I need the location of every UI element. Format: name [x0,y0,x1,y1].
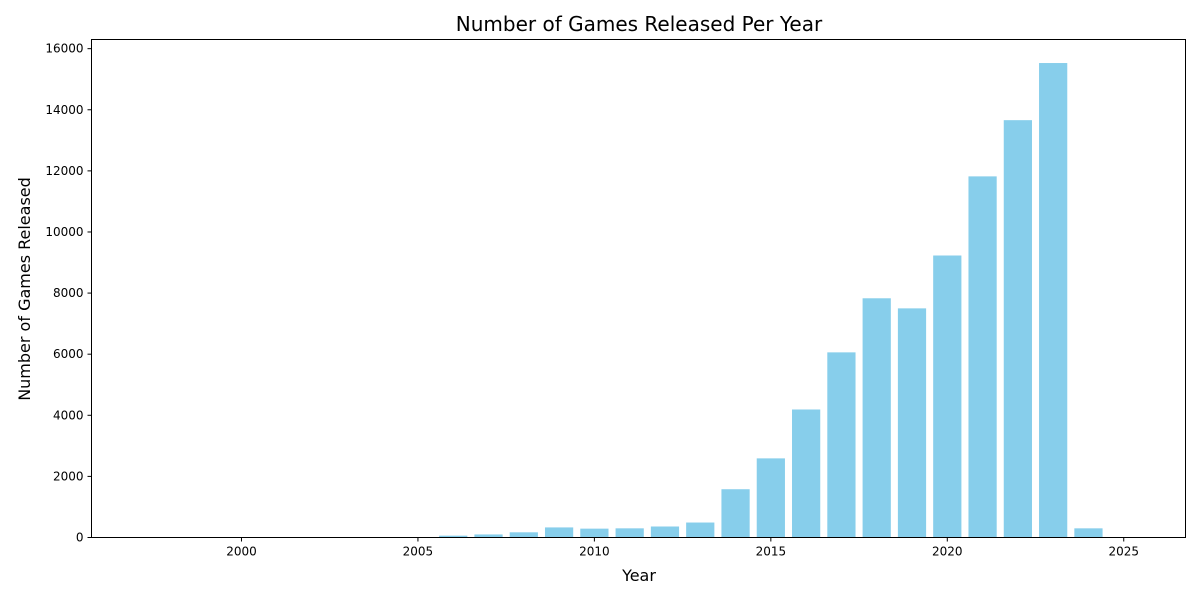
y-tick-label: 6000 [53,347,84,361]
x-tick-label: 2015 [756,545,787,559]
bars-group [121,63,1138,538]
x-tick-label: 2020 [932,545,963,559]
bar-2018 [862,298,891,538]
x-axis-ticks: 2000 2005 2010 2015 2020 2025 [226,537,1139,559]
bar-2015 [756,458,785,538]
bar-2023 [1039,63,1068,538]
plot-frame [91,39,1186,538]
bar-2024 [1074,528,1103,538]
bar-2014 [721,489,750,538]
y-tick-label: 2000 [53,469,84,483]
bar-2013 [686,522,715,538]
bar-2010 [580,528,609,538]
bar-2022 [1003,120,1032,538]
bar-2021 [968,176,997,538]
x-tick-label: 2005 [403,545,434,559]
y-tick-label: 16000 [45,42,83,56]
bar-2007 [474,534,503,538]
bar-2017 [827,352,856,538]
y-axis-ticks: 0 2000 4000 6000 8000 10000 12000 14000 16000 [45,42,92,545]
y-tick-label: 12000 [45,164,83,178]
y-tick-label: 10000 [45,225,83,239]
bar-2009 [544,527,574,538]
x-tick-label: 2010 [579,545,610,559]
bar-2016 [792,409,821,538]
bar-2012 [650,526,680,538]
chart-title: Number of Games Released Per Year [456,12,823,36]
bar-2020 [933,255,962,538]
x-tick-label: 2025 [1108,545,1139,559]
bar-2008 [509,532,538,538]
y-tick-label: 4000 [53,408,84,422]
y-axis-label: Number of Games Released [15,177,34,401]
x-axis-label: Year [621,566,656,585]
x-tick-label: 2000 [226,545,257,559]
bar-2011 [615,528,644,538]
y-tick-label: 14000 [45,103,83,117]
y-tick-label: 8000 [53,286,84,300]
bar-2006 [439,535,468,538]
bar-2019 [897,308,927,538]
y-tick-label: 0 [76,531,84,545]
